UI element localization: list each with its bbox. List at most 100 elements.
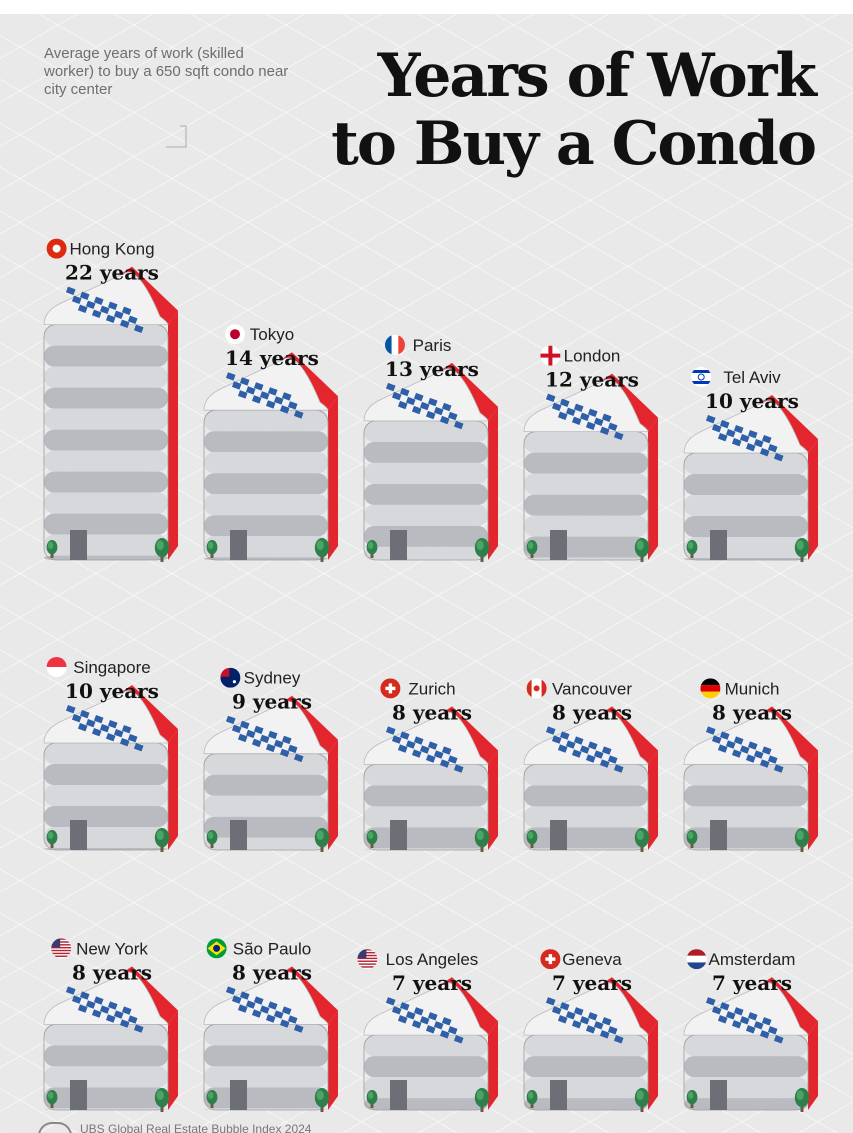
years-value: 8 years — [712, 700, 792, 724]
years-value: 14 years — [225, 346, 319, 370]
tree-icon — [366, 540, 378, 558]
building-side — [488, 750, 498, 850]
tree-icon — [206, 540, 218, 558]
annotation-line — [166, 125, 187, 148]
years-value: 8 years — [232, 960, 312, 984]
israel-flag-icon — [691, 367, 712, 387]
singapore-flag-icon — [46, 657, 67, 677]
building-side — [168, 310, 178, 560]
building-roof — [203, 357, 329, 411]
building-bar — [363, 706, 498, 851]
building-body — [43, 742, 169, 851]
tree-icon — [314, 538, 330, 562]
city-label: São Paulo 8 years — [206, 938, 312, 984]
door-icon — [550, 820, 567, 850]
building-bar — [43, 266, 178, 561]
door-icon — [390, 1080, 407, 1110]
city-name: Amsterdam — [709, 950, 796, 969]
city-name: Paris — [413, 336, 452, 355]
building-bar — [43, 966, 178, 1111]
tree-icon — [46, 830, 58, 848]
city-name: Los Angeles — [386, 950, 479, 969]
building-body — [43, 324, 169, 561]
door-icon — [230, 1080, 247, 1110]
chart-subtitle: Average years of work (skilled worker) t… — [44, 45, 289, 98]
building-roof — [683, 400, 809, 454]
building-bar — [203, 695, 338, 851]
building-bar — [203, 352, 338, 561]
netherlands-flag-icon — [686, 949, 707, 970]
building-body — [523, 1034, 649, 1111]
years-value: 12 years — [545, 368, 639, 392]
buildings-chart: Hong Kong 22 years Tokyo 14 years Paris 13 ye… — [43, 125, 818, 1112]
building-side — [488, 1021, 498, 1110]
brazil-flag-icon — [206, 938, 227, 959]
building-roof — [523, 379, 649, 432]
infographic-canvas: Average years of work (skilled worker) t… — [0, 14, 853, 1133]
building-roof — [523, 982, 649, 1036]
building-bar — [683, 977, 818, 1111]
building-roof — [683, 982, 809, 1036]
tree-icon — [794, 538, 810, 562]
building-body — [363, 420, 489, 561]
years-value: 10 years — [65, 679, 159, 703]
tree-icon — [154, 1088, 170, 1112]
door-icon — [550, 1080, 567, 1110]
tree-icon — [46, 540, 58, 558]
building-side — [168, 1010, 178, 1110]
years-value: 7 years — [392, 971, 472, 995]
city-label: London 12 years — [540, 345, 639, 392]
city-name: Tokyo — [250, 325, 294, 344]
tree-icon — [474, 828, 490, 852]
building-body — [203, 753, 329, 851]
city-label: Paris 13 years — [385, 334, 479, 381]
door-icon — [70, 820, 87, 850]
source-text: UBS Global Real Estate Bubble Index 2024 — [80, 1122, 312, 1133]
building-side — [168, 729, 178, 850]
city-name: New York — [76, 939, 148, 958]
door-icon — [390, 820, 407, 850]
city-label: Tokyo 14 years — [225, 324, 319, 370]
building-roof — [43, 690, 169, 744]
years-value: 10 years — [705, 389, 799, 413]
building-roof — [363, 711, 489, 765]
building-roof — [363, 982, 489, 1036]
door-icon — [230, 820, 247, 850]
tree-icon — [206, 830, 218, 848]
building-side — [808, 1021, 818, 1110]
tree-icon — [46, 1090, 58, 1108]
city-name: Munich — [725, 679, 780, 698]
city-name: São Paulo — [233, 939, 311, 958]
door-icon — [710, 1080, 727, 1110]
tree-icon — [686, 1090, 698, 1108]
city-name: Sydney — [244, 669, 301, 688]
building-bar — [203, 966, 338, 1111]
building-roof — [203, 971, 329, 1025]
tree-icon — [686, 830, 698, 848]
city-name: London — [564, 347, 621, 366]
switzerland-flag-icon — [380, 678, 401, 699]
building-bar — [43, 685, 178, 851]
years-value: 8 years — [552, 700, 632, 724]
door-icon — [550, 530, 567, 560]
city-name: Zurich — [408, 679, 455, 698]
tree-icon — [366, 830, 378, 848]
city-label: Zurich 8 years — [380, 678, 472, 724]
city-name: Tel Aviv — [723, 368, 781, 387]
source-note: UBS Global Real Estate Bubble Index 2024 — [38, 1122, 311, 1133]
building-side — [328, 739, 338, 850]
australia-flag-icon — [220, 667, 241, 688]
building-bar — [523, 977, 658, 1111]
tree-icon — [634, 828, 650, 852]
building-bar — [683, 395, 818, 561]
tree-icon — [474, 538, 490, 562]
years-value: 9 years — [232, 690, 312, 714]
years-value: 8 years — [392, 700, 472, 724]
building-roof — [43, 971, 169, 1025]
city-name: Vancouver — [552, 679, 632, 698]
building-body — [683, 764, 809, 851]
door-icon — [230, 530, 247, 560]
building-roof — [363, 368, 489, 422]
building-side — [328, 1010, 338, 1110]
chart-title: Years of Work to Buy a Condo — [331, 42, 817, 178]
